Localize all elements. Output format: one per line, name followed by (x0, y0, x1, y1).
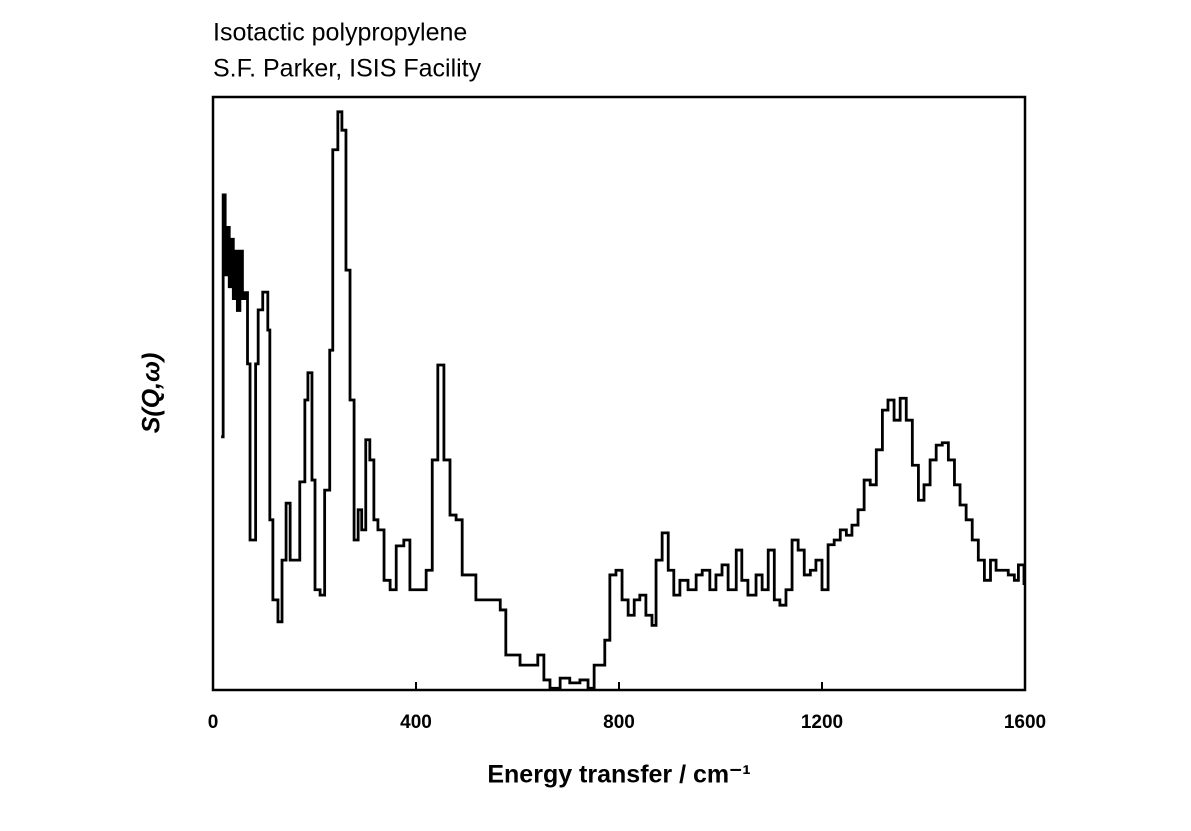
x-tick-label: 400 (400, 712, 432, 733)
y-axis-title: S(Q,ω) (138, 353, 166, 434)
x-tick-label: 1200 (801, 712, 843, 733)
data-line (221, 110, 1026, 690)
x-tick-label: 800 (603, 712, 635, 733)
chart-subtitle: S.F. Parker, ISIS Facility (213, 55, 482, 83)
x-tick-label: 1600 (1004, 712, 1046, 733)
chart-title: Isotactic polypropylene (213, 19, 467, 47)
plot-frame (211, 95, 1027, 692)
x-tick-label: 0 (208, 712, 219, 733)
x-axis-title: Energy transfer / cm⁻¹ (487, 761, 750, 789)
